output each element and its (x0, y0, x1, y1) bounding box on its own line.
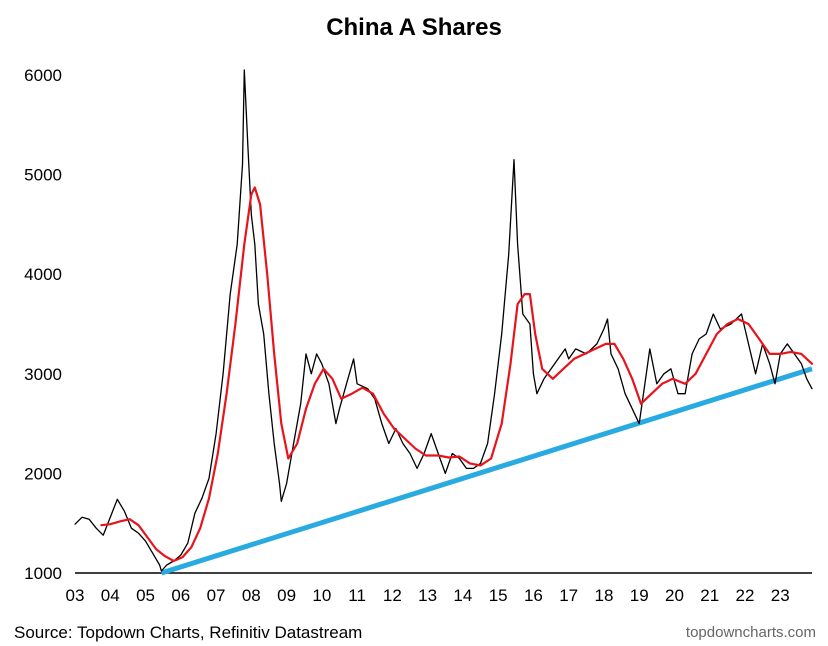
y-tick-label: 4000 (24, 265, 62, 284)
x-tick-label: 09 (277, 586, 296, 605)
x-tick-label: 16 (524, 586, 543, 605)
y-tick-label: 3000 (24, 365, 62, 384)
x-tick-label: 13 (418, 586, 437, 605)
chart-title: China A Shares (326, 14, 502, 41)
source-note: Source: Topdown Charts, Refinitiv Datast… (14, 623, 363, 642)
y-axis-ticks: 1000 2000 3000 4000 5000 6000 (24, 66, 62, 583)
x-tick-label: 23 (771, 586, 790, 605)
series-layer (74, 69, 814, 576)
x-tick-label: 17 (559, 586, 578, 605)
x-tick-label: 15 (489, 586, 508, 605)
x-tick-label: 03 (66, 586, 85, 605)
y-tick-label: 1000 (24, 564, 62, 583)
x-tick-label: 07 (207, 586, 226, 605)
x-tick-label: 18 (594, 586, 613, 605)
x-tick-label: 14 (453, 586, 472, 605)
x-tick-label: 05 (136, 586, 155, 605)
x-axis-ticks: 03 04 05 06 07 08 09 10 11 12 13 14 15 16 17 18 19 20 21 22… (66, 586, 790, 605)
moving-average-line (100, 186, 814, 563)
x-tick-label: 12 (383, 586, 402, 605)
x-tick-label: 11 (348, 586, 366, 605)
x-tick-label: 06 (171, 586, 190, 605)
x-tick-label: 20 (665, 586, 684, 605)
y-tick-label: 5000 (24, 166, 62, 185)
support-trendline (160, 366, 813, 576)
x-tick-label: 21 (700, 586, 719, 605)
x-tick-label: 10 (312, 586, 331, 605)
y-tick-label: 6000 (24, 66, 62, 85)
y-tick-label: 2000 (24, 464, 62, 483)
x-tick-label: 08 (242, 586, 261, 605)
x-tick-label: 04 (101, 586, 120, 605)
x-tick-label: 22 (736, 586, 755, 605)
index-series-line (74, 69, 813, 572)
brand-watermark: topdowncharts.com (685, 624, 816, 641)
x-tick-label: 19 (630, 586, 649, 605)
